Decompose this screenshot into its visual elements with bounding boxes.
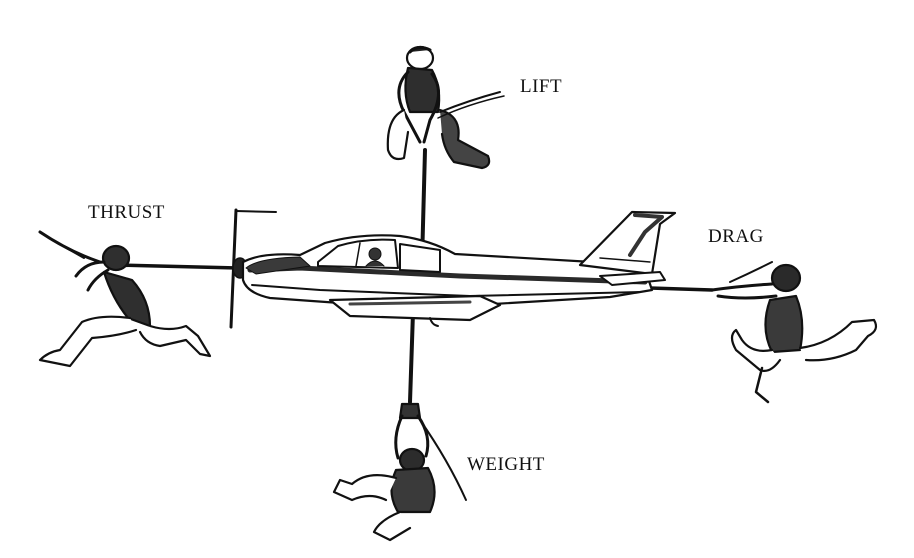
thrust-label: THRUST [88, 202, 165, 223]
lift-person [386, 45, 505, 170]
drag-rope [648, 286, 714, 292]
weight-label: WEIGHT [467, 454, 545, 475]
drag-person [710, 261, 878, 404]
thrust-rope [113, 263, 240, 270]
fuselage [241, 234, 654, 308]
weight-person [332, 402, 467, 542]
wing [328, 294, 502, 322]
thrust-person [38, 230, 212, 368]
cockpit-windows [317, 238, 399, 269]
ropes [113, 148, 714, 404]
tail-fin [578, 210, 677, 276]
airplane [229, 208, 677, 329]
drag-label: DRAG [708, 226, 764, 247]
lift-label: LIFT [520, 76, 563, 97]
weight-rope [408, 310, 415, 404]
